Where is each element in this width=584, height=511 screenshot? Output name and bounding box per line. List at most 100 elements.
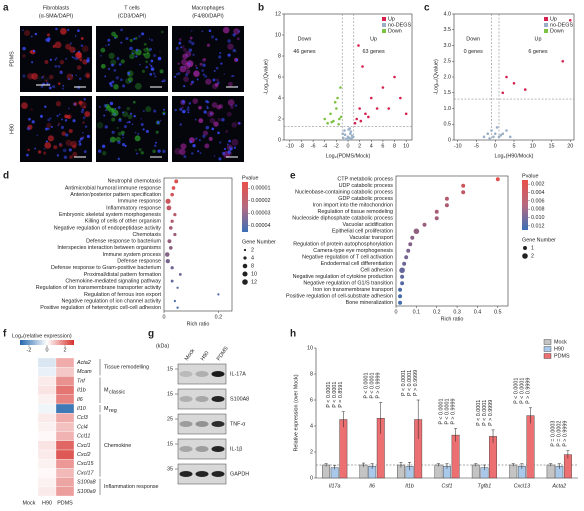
term-label: Positive regulation of heterotypic cell-… (40, 305, 161, 311)
nucleus (194, 137, 198, 140)
protein-label: TNF-α (230, 421, 245, 427)
nucleus (129, 112, 133, 115)
stain-signal (227, 43, 234, 50)
bar (339, 419, 348, 479)
term-label: Negative regulation of G1/S transition (303, 281, 393, 287)
nucleus (34, 147, 36, 150)
nucleus (201, 30, 204, 33)
nucleus (122, 111, 124, 114)
nucleus (134, 131, 137, 134)
y-tick-label: 2 (278, 116, 281, 122)
nucleus (202, 73, 205, 76)
nucleus (82, 136, 85, 139)
nucleus (77, 85, 81, 90)
column-title: Macrophages (192, 5, 225, 11)
stain-signal (198, 118, 204, 124)
y-tick-label: 8 (310, 371, 313, 377)
nucleus (232, 75, 235, 77)
nucleus (104, 125, 108, 129)
nucleus (186, 54, 188, 57)
heatmap-cell (37, 486, 57, 497)
nucleus (58, 142, 62, 146)
nucleus (75, 57, 79, 61)
y-axis-label: Relative expression (over Mock) (293, 374, 299, 451)
stain-signal (58, 143, 63, 148)
nucleus (81, 108, 84, 111)
size-legend-label: 12 (251, 279, 257, 285)
nucleus (107, 38, 111, 42)
column-stain: (F4/80/DAPI) (192, 13, 224, 19)
nucleus (133, 37, 136, 40)
nucleus (120, 41, 123, 44)
stain-signal (155, 130, 159, 134)
panel-label: g (148, 329, 154, 340)
data-point (333, 100, 337, 104)
row-label: H90 (9, 124, 15, 134)
blot-band (179, 446, 193, 452)
data-point (343, 133, 347, 137)
p-value-label: P < 0.0001 (370, 372, 376, 398)
stain-signal (213, 121, 219, 127)
nucleus (79, 137, 83, 141)
nucleus (150, 38, 154, 42)
blot-band (179, 396, 193, 402)
stain-signal (117, 132, 122, 136)
nucleus (162, 149, 166, 154)
legend-label: PDMS (554, 353, 570, 359)
nucleus (80, 109, 85, 114)
nucleus (131, 52, 134, 55)
nucleus (120, 28, 124, 32)
data-point (341, 132, 345, 135)
colorbar (20, 340, 74, 345)
data-point (568, 19, 572, 22)
term-label: Bone mineralization (346, 300, 393, 306)
nucleus (206, 105, 208, 108)
nucleus (26, 153, 29, 157)
legend-swatch (382, 23, 386, 27)
blot-strip (177, 413, 227, 435)
nucleus (59, 70, 63, 75)
stain-signal (198, 105, 202, 110)
nucleus (83, 98, 86, 101)
nucleus (129, 80, 132, 83)
bar (322, 464, 331, 479)
nucleus (228, 139, 231, 143)
panel-label: c (424, 3, 430, 14)
stain-signal (225, 130, 229, 133)
bubble (408, 242, 413, 247)
gene-label: Acta2 (76, 360, 91, 366)
heatmap-cell (37, 413, 57, 423)
nucleus (153, 54, 157, 58)
nucleus (183, 85, 186, 88)
nucleus (140, 122, 144, 127)
row-label: PDMS (9, 51, 15, 67)
nucleus (149, 47, 153, 51)
stain-signal (181, 59, 188, 66)
nucleus (74, 35, 77, 37)
nucleus (104, 75, 107, 78)
stain-signal (141, 69, 146, 73)
term-label: Endodermal cell differentiation (321, 261, 393, 267)
stain-signal (222, 26, 230, 34)
size-legend-label: 4 (251, 255, 254, 261)
stain-signal (143, 42, 147, 46)
data-point (345, 138, 349, 141)
stain-signal (68, 128, 73, 134)
nucleus (179, 107, 183, 111)
blot-band (211, 396, 225, 402)
p-value-label: P > 0.9999 (413, 370, 419, 396)
heatmap-cell (19, 486, 39, 497)
bubble (495, 177, 500, 182)
blot-band (195, 446, 209, 452)
nucleus (113, 68, 117, 72)
nucleus (213, 155, 216, 157)
stain-signal (183, 76, 190, 83)
legend-label: H90 (554, 346, 564, 352)
nucleus (123, 125, 127, 129)
term-label: Positive regulation of cell-substrate ad… (286, 294, 393, 300)
stain-signal (231, 122, 238, 128)
data-point (375, 107, 379, 110)
blot-band (211, 371, 225, 377)
term-label: Epithelial cell proliferation (332, 229, 393, 235)
